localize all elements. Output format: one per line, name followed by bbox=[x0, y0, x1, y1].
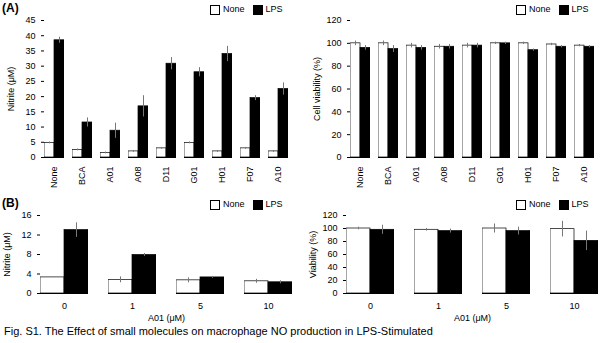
svg-text:25: 25 bbox=[25, 76, 35, 86]
svg-text:0: 0 bbox=[332, 288, 337, 298]
svg-text:None: None bbox=[49, 167, 59, 189]
svg-text:20: 20 bbox=[327, 275, 337, 285]
svg-text:4: 4 bbox=[26, 269, 31, 279]
svg-text:16: 16 bbox=[21, 210, 31, 220]
html-text:(B): (B) bbox=[2, 196, 19, 210]
html-text:LPS: LPS bbox=[571, 4, 589, 14]
svg-text:20: 20 bbox=[331, 130, 341, 140]
html-text:None: None bbox=[223, 4, 245, 14]
svg-text:12: 12 bbox=[21, 230, 31, 240]
svg-text:A01: A01 bbox=[105, 167, 115, 183]
svg-text:1: 1 bbox=[436, 301, 441, 311]
svg-text:BCA: BCA bbox=[77, 167, 87, 186]
html-text:LPS: LPS bbox=[571, 199, 589, 209]
svg-text:40: 40 bbox=[331, 107, 341, 117]
svg-text:0: 0 bbox=[368, 301, 373, 311]
svg-text:D11: D11 bbox=[161, 167, 171, 183]
html-text:LPS: LPS bbox=[265, 4, 283, 14]
svg-text:120: 120 bbox=[326, 15, 341, 25]
svg-text:BCA: BCA bbox=[383, 167, 393, 186]
svg-text:5: 5 bbox=[198, 301, 203, 311]
svg-text:1: 1 bbox=[130, 301, 135, 311]
html-text:None: None bbox=[529, 4, 551, 14]
svg-text:10: 10 bbox=[569, 301, 579, 311]
svg-text:5: 5 bbox=[30, 137, 35, 147]
svg-text:15: 15 bbox=[25, 107, 35, 117]
svg-text:None: None bbox=[355, 167, 365, 189]
svg-text:60: 60 bbox=[327, 249, 337, 259]
html-text:LPS: LPS bbox=[265, 199, 283, 209]
svg-text:8: 8 bbox=[26, 249, 31, 259]
svg-text:A01 (μM): A01 (μM) bbox=[148, 313, 185, 323]
svg-text:Nitrite (μM): Nitrite (μM) bbox=[6, 67, 16, 112]
html-text:(A): (A) bbox=[2, 1, 19, 15]
html-text:Fig. S1. The Effect of small m: Fig. S1. The Effect of small molecules o… bbox=[4, 325, 433, 337]
svg-text:0: 0 bbox=[336, 152, 341, 162]
svg-text:0: 0 bbox=[30, 152, 35, 162]
html-text:None: None bbox=[529, 199, 551, 209]
svg-text:0: 0 bbox=[62, 301, 67, 311]
svg-text:60: 60 bbox=[331, 84, 341, 94]
svg-text:A10: A10 bbox=[579, 167, 589, 183]
svg-text:10: 10 bbox=[25, 122, 35, 132]
svg-text:100: 100 bbox=[326, 38, 341, 48]
svg-text:80: 80 bbox=[327, 236, 337, 246]
svg-text:Viability (%): Viability (%) bbox=[308, 231, 318, 278]
svg-text:F07: F07 bbox=[551, 167, 561, 183]
svg-text:120: 120 bbox=[322, 210, 337, 220]
svg-text:F07: F07 bbox=[245, 167, 255, 183]
svg-text:45: 45 bbox=[25, 15, 35, 25]
svg-text:G01: G01 bbox=[495, 167, 505, 184]
svg-text:H01: H01 bbox=[217, 167, 227, 184]
svg-text:10: 10 bbox=[263, 301, 273, 311]
svg-text:A01 (μM): A01 (μM) bbox=[454, 313, 491, 323]
html-text:None: None bbox=[223, 199, 245, 209]
svg-text:40: 40 bbox=[327, 262, 337, 272]
svg-text:D11: D11 bbox=[467, 167, 477, 183]
svg-text:80: 80 bbox=[331, 61, 341, 71]
svg-text:35: 35 bbox=[25, 46, 35, 56]
svg-text:Cell viability (%): Cell viability (%) bbox=[312, 57, 322, 121]
svg-text:30: 30 bbox=[25, 61, 35, 71]
svg-text:5: 5 bbox=[504, 301, 509, 311]
svg-text:H01: H01 bbox=[523, 167, 533, 184]
svg-text:A01: A01 bbox=[411, 167, 421, 183]
svg-text:Nitrite (μM): Nitrite (μM) bbox=[2, 232, 12, 277]
svg-text:0: 0 bbox=[26, 288, 31, 298]
svg-text:20: 20 bbox=[25, 91, 35, 101]
svg-text:G01: G01 bbox=[189, 167, 199, 184]
svg-text:A10: A10 bbox=[273, 167, 283, 183]
svg-text:40: 40 bbox=[25, 31, 35, 41]
svg-text:A08: A08 bbox=[439, 167, 449, 183]
svg-text:A08: A08 bbox=[133, 167, 143, 183]
svg-text:100: 100 bbox=[322, 223, 337, 233]
